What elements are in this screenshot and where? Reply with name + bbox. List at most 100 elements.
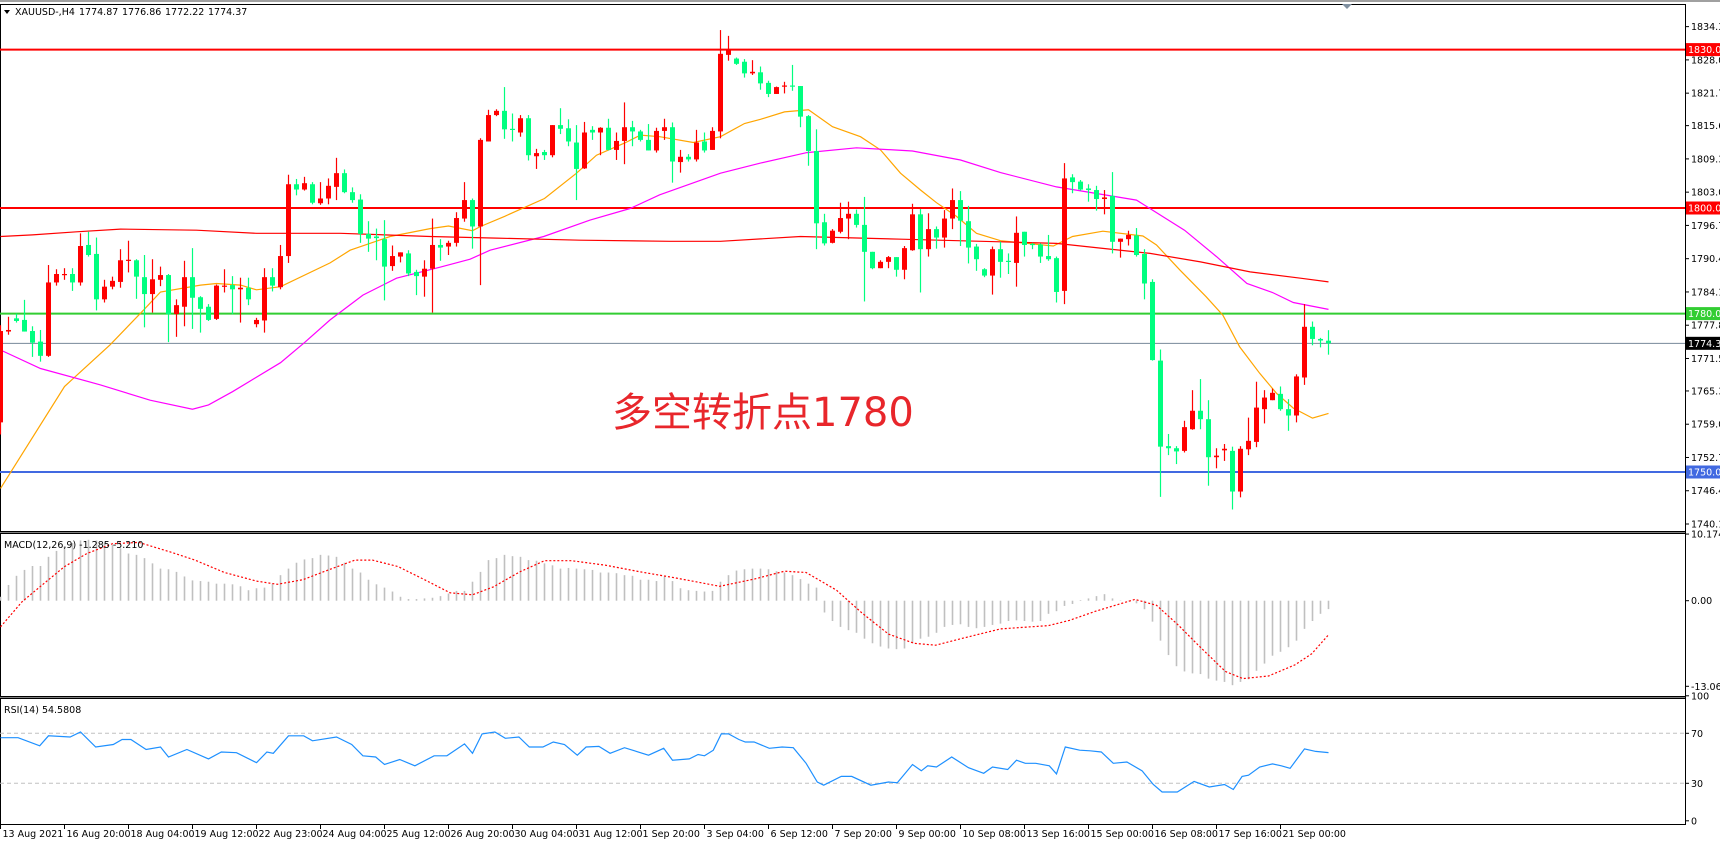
candle[interactable]: [646, 124, 651, 151]
candle[interactable]: [46, 265, 51, 357]
candle[interactable]: [1318, 337, 1323, 348]
candle[interactable]: [750, 60, 755, 75]
candle[interactable]: [854, 209, 859, 228]
candle[interactable]: [326, 178, 331, 205]
candle[interactable]: [342, 169, 347, 194]
candle[interactable]: [1246, 417, 1251, 456]
main-price-pane[interactable]: [0, 30, 1685, 510]
candle[interactable]: [1054, 256, 1059, 303]
candle[interactable]: [1302, 304, 1307, 385]
candle[interactable]: [1094, 185, 1099, 211]
candle[interactable]: [470, 198, 475, 249]
triangle-down-icon[interactable]: [4, 10, 10, 14]
candle[interactable]: [990, 246, 995, 295]
candle[interactable]: [542, 149, 547, 160]
candle[interactable]: [398, 252, 403, 263]
candle[interactable]: [406, 250, 411, 277]
candle[interactable]: [510, 113, 515, 142]
candle[interactable]: [190, 248, 195, 329]
candle[interactable]: [238, 277, 243, 323]
candle[interactable]: [1158, 349, 1163, 497]
candle[interactable]: [54, 269, 59, 286]
candle[interactable]: [974, 243, 979, 271]
candle[interactable]: [558, 108, 563, 135]
candle[interactable]: [486, 109, 491, 142]
candle[interactable]: [126, 240, 131, 273]
candle[interactable]: [758, 66, 763, 90]
candle[interactable]: [206, 304, 211, 321]
candle[interactable]: [822, 213, 827, 246]
candle[interactable]: [814, 129, 819, 250]
candle[interactable]: [774, 86, 779, 94]
candle[interactable]: [6, 316, 11, 335]
candle[interactable]: [78, 233, 83, 286]
candle[interactable]: [430, 218, 435, 313]
candle[interactable]: [1126, 230, 1131, 246]
candle[interactable]: [478, 138, 483, 286]
candle[interactable]: [350, 187, 355, 203]
candle[interactable]: [1142, 249, 1147, 300]
candle[interactable]: [318, 182, 323, 205]
candle[interactable]: [574, 125, 579, 201]
candle[interactable]: [134, 259, 139, 299]
candle[interactable]: [1166, 433, 1171, 456]
candle[interactable]: [446, 240, 451, 255]
candle[interactable]: [278, 244, 283, 290]
candle[interactable]: [198, 296, 203, 333]
candle[interactable]: [246, 277, 251, 306]
candle[interactable]: [1086, 184, 1091, 202]
candle[interactable]: [998, 241, 1003, 278]
candle[interactable]: [1206, 400, 1211, 486]
candle[interactable]: [118, 249, 123, 288]
candle[interactable]: [1198, 379, 1203, 430]
candle[interactable]: [742, 59, 747, 78]
candle[interactable]: [150, 259, 155, 313]
candle[interactable]: [1326, 330, 1331, 355]
candle[interactable]: [590, 126, 595, 140]
candle[interactable]: [1254, 381, 1259, 448]
candle[interactable]: [1190, 390, 1195, 430]
candle[interactable]: [414, 269, 419, 296]
candle[interactable]: [30, 326, 35, 357]
candle[interactable]: [502, 87, 507, 139]
candle[interactable]: [702, 132, 707, 153]
rsi-pane[interactable]: [0, 731, 1685, 793]
candle[interactable]: [782, 81, 787, 94]
candle[interactable]: [670, 122, 675, 183]
candle[interactable]: [1150, 279, 1155, 361]
candle[interactable]: [1174, 446, 1179, 465]
candle[interactable]: [294, 178, 299, 196]
candle[interactable]: [358, 194, 363, 243]
candle[interactable]: [838, 202, 843, 234]
candle[interactable]: [494, 109, 499, 117]
candle[interactable]: [38, 329, 43, 362]
candle[interactable]: [62, 268, 67, 280]
macd-pane[interactable]: [0, 539, 1330, 686]
candle[interactable]: [222, 269, 227, 293]
candle[interactable]: [1110, 172, 1115, 254]
candle[interactable]: [582, 121, 587, 169]
candle[interactable]: [726, 35, 731, 61]
candle[interactable]: [302, 176, 307, 191]
candle[interactable]: [926, 213, 931, 257]
candle[interactable]: [654, 127, 659, 153]
candle[interactable]: [694, 129, 699, 162]
candle[interactable]: [662, 118, 667, 140]
candle[interactable]: [1238, 446, 1243, 498]
candle[interactable]: [870, 251, 875, 270]
candle[interactable]: [1030, 242, 1035, 250]
candle[interactable]: [934, 226, 939, 249]
candle[interactable]: [1286, 399, 1291, 431]
candle[interactable]: [910, 203, 915, 251]
candle[interactable]: [286, 174, 291, 263]
candle[interactable]: [766, 80, 771, 98]
candle[interactable]: [550, 125, 555, 158]
candle[interactable]: [598, 127, 603, 156]
candle[interactable]: [166, 274, 171, 343]
candle[interactable]: [806, 115, 811, 166]
candle[interactable]: [902, 246, 907, 280]
candle[interactable]: [182, 260, 187, 327]
candle[interactable]: [0, 325, 3, 435]
chart-shift-marker-icon[interactable]: [1342, 4, 1352, 9]
candle[interactable]: [270, 268, 275, 292]
